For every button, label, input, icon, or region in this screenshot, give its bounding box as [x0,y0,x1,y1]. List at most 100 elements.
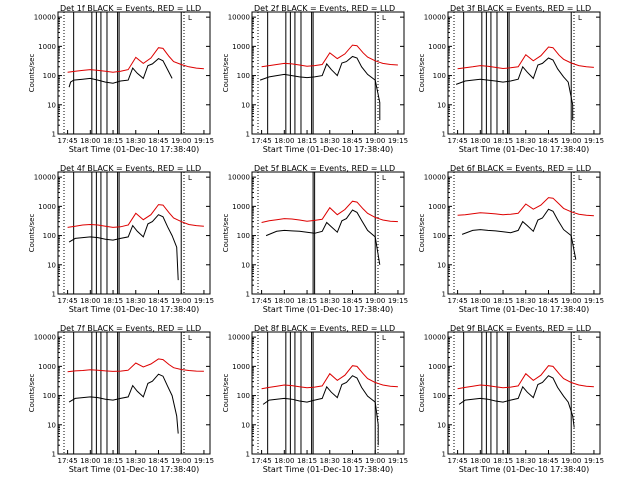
panel-title: Det 7f BLACK = Events, RED = LLD [60,324,201,333]
x-tick-label: 18:45 [148,457,168,465]
y-axis-label: Counts/sec [222,54,230,93]
y-tick-label: 1 [246,131,250,139]
x-tick-label: 19:00 [171,297,191,305]
y-tick-label: 1000 [428,203,446,211]
y-tick-label: 10 [47,421,56,429]
events-series-line [461,208,577,260]
x-tick-label: 17:45 [58,297,78,305]
x-tick-label: 17:45 [252,137,272,145]
events-series-line [262,375,379,446]
x-tick-label: 18:00 [80,137,100,145]
x-tick-label: 18:45 [538,457,558,465]
lld-series-line [67,47,204,73]
y-tick-label: 1000 [428,363,446,371]
x-tick-label: 18:30 [320,297,340,305]
y-tick-label: 1 [52,131,56,139]
x-tick-label: 17:45 [58,457,78,465]
y-tick-label: 1000 [232,43,250,51]
x-tick-label: 19:00 [171,137,191,145]
x-tick-label: 18:45 [342,457,362,465]
x-tick-label: 17:45 [252,457,272,465]
attenuator-marker: L [188,174,192,182]
x-tick-label: 19:00 [365,457,385,465]
events-series-line [458,375,575,428]
y-axis-label: Counts/sec [418,54,426,93]
y-tick-label: 10000 [228,14,250,22]
y-tick-label: 100 [433,72,446,80]
y-axis-label: Counts/sec [222,214,230,253]
x-tick-label: 17:45 [448,297,468,305]
y-tick-label: 100 [43,72,56,80]
y-tick-label: 10 [47,261,56,269]
x-tick-label: 17:45 [252,297,272,305]
x-axis-label: Start Time (01-Dec-10 17:38:40) [459,145,590,154]
x-tick-label: 18:45 [538,297,558,305]
y-tick-label: 1 [246,451,250,459]
x-tick-label: 18:00 [470,137,490,145]
x-tick-label: 18:00 [470,297,490,305]
panel-title: Det 4f BLACK = Events, RED = LLD [60,164,201,173]
x-tick-label: 19:00 [561,297,581,305]
x-tick-label: 19:15 [584,457,604,465]
y-tick-label: 100 [43,232,56,240]
lld-series-line [457,197,594,217]
lld-series-line [457,365,594,390]
lld-series-line [67,204,204,228]
attenuator-marker: L [188,334,192,342]
plot-frame [57,11,211,135]
y-tick-label: 10 [241,101,250,109]
plot-frame [447,331,601,455]
lld-series-line [457,46,594,70]
plot-frame [57,171,211,295]
y-axis-label: Counts/sec [28,374,36,413]
x-tick-label: 19:15 [194,297,214,305]
events-series-line [68,373,179,434]
y-tick-label: 10 [241,261,250,269]
x-axis-label: Start Time (01-Dec-10 17:38:40) [69,145,200,154]
x-tick-label: 18:00 [470,457,490,465]
y-tick-label: 100 [43,392,56,400]
x-tick-label: 18:45 [342,297,362,305]
x-tick-label: 18:30 [516,297,536,305]
y-tick-label: 10 [241,421,250,429]
y-tick-label: 1 [246,291,250,299]
x-tick-label: 18:30 [516,137,536,145]
plot-frame [251,331,405,455]
attenuator-marker: L [382,14,386,22]
lld-series-line [261,44,398,68]
y-tick-label: 10000 [34,174,56,182]
x-tick-label: 19:15 [388,297,408,305]
y-tick-label: 100 [237,232,250,240]
y-tick-label: 10000 [34,14,56,22]
x-tick-label: 18:00 [274,137,294,145]
x-tick-label: 19:00 [561,457,581,465]
x-tick-label: 18:00 [80,457,100,465]
x-tick-label: 18:15 [297,297,317,305]
x-tick-label: 17:45 [448,137,468,145]
x-tick-label: 17:45 [58,137,78,145]
y-tick-label: 1000 [232,363,250,371]
x-tick-label: 18:30 [126,297,146,305]
x-tick-label: 18:00 [274,457,294,465]
panel-title: Det 8f BLACK = Events, RED = LLD [254,324,395,333]
x-axis-label: Start Time (01-Dec-10 17:38:40) [459,305,590,314]
y-tick-label: 100 [433,232,446,240]
plot-frame [57,331,211,455]
attenuator-marker: L [578,14,582,22]
y-axis-label: Counts/sec [418,374,426,413]
y-tick-label: 1000 [38,203,56,211]
x-tick-label: 18:30 [126,137,146,145]
x-tick-label: 19:15 [388,457,408,465]
y-tick-label: 1000 [232,203,250,211]
y-tick-label: 10 [437,421,446,429]
lld-series-line [67,358,204,373]
plot-frame [251,171,405,295]
y-tick-label: 1000 [38,43,56,51]
x-axis-label: Start Time (01-Dec-10 17:38:40) [263,305,394,314]
y-tick-label: 1 [442,131,446,139]
